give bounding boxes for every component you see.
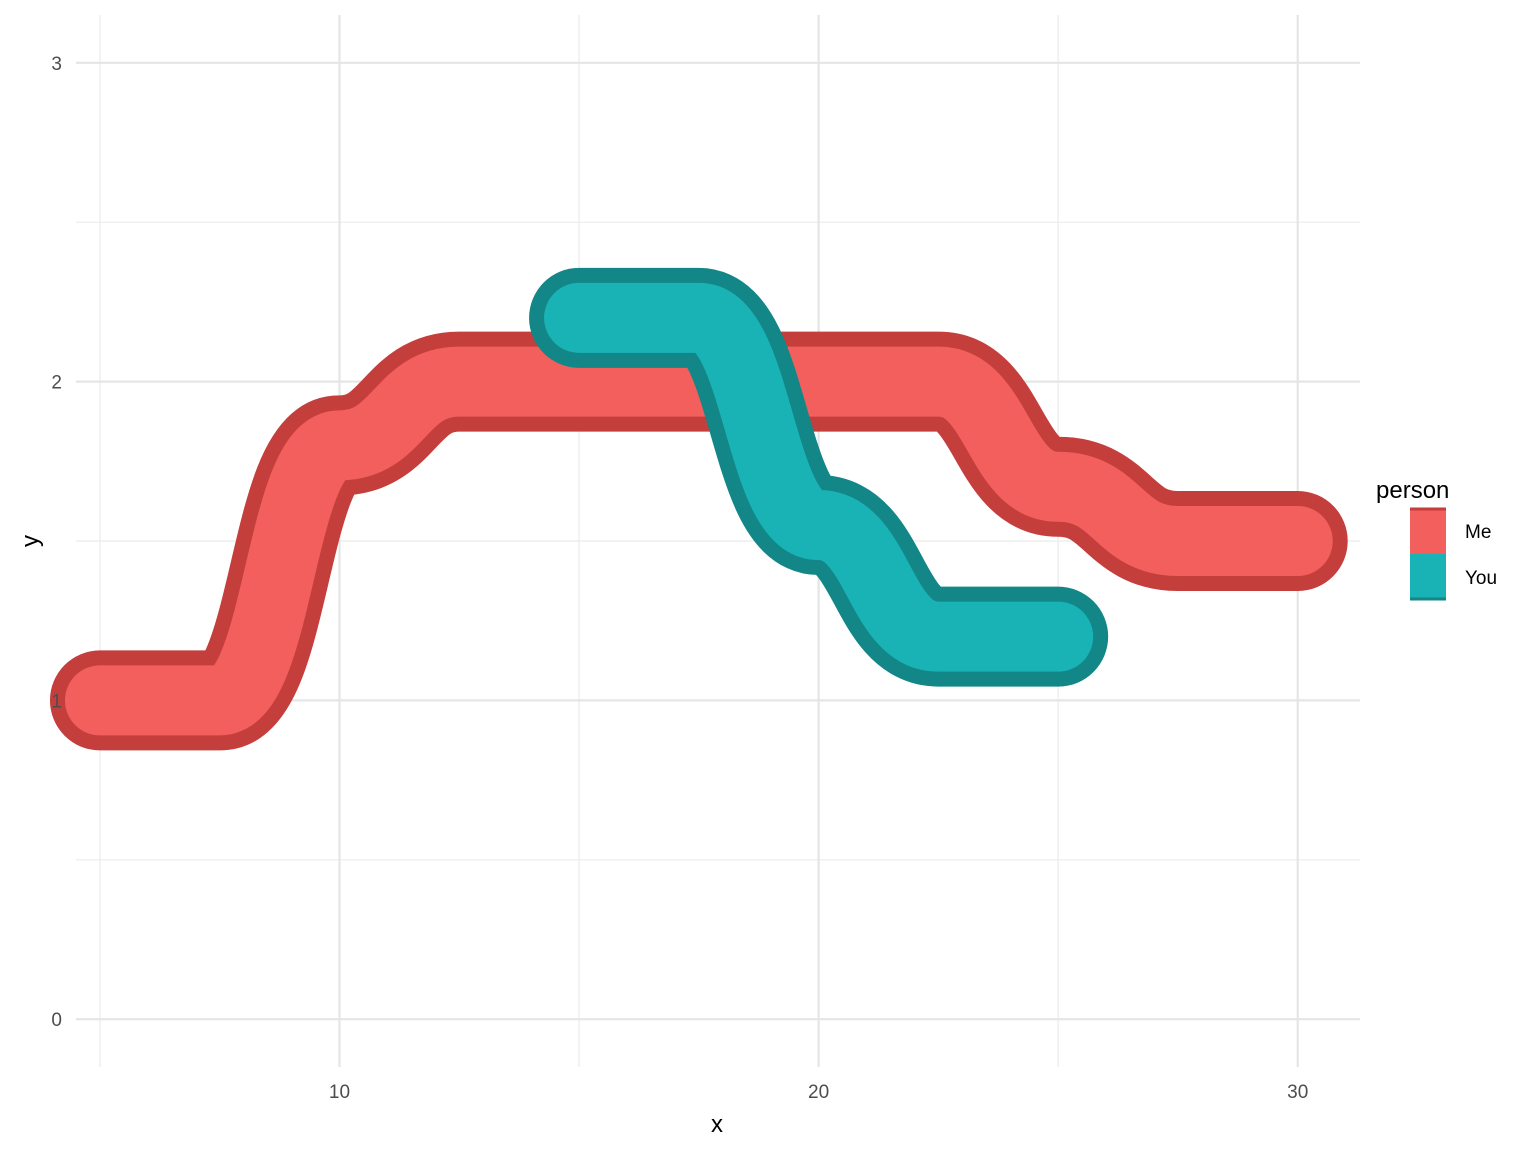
x-tick-label: 30 — [1287, 1082, 1308, 1103]
x-tick-label: 10 — [329, 1082, 350, 1103]
y-axis-title: y — [17, 535, 44, 547]
y-tick-label: 2 — [51, 373, 62, 394]
y-tick-label: 3 — [51, 54, 62, 75]
series-you — [529, 267, 1109, 687]
legend-item-you: You — [1410, 554, 1497, 601]
y-tick-labels: 0 1 2 3 — [51, 54, 62, 1031]
legend-items: Me You — [1410, 507, 1497, 601]
legend-title: person — [1376, 477, 1449, 504]
legend-label-you: You — [1465, 568, 1497, 589]
series-layer — [49, 267, 1348, 751]
legend: person Me You — [1376, 477, 1497, 601]
legend-item-me: Me — [1410, 507, 1491, 554]
legend-key-me — [1410, 508, 1446, 554]
series-me — [49, 331, 1348, 751]
x-axis-title: x — [711, 1111, 723, 1138]
x-tick-labels: 10 20 30 — [329, 1082, 1308, 1103]
legend-key-you — [1410, 554, 1446, 600]
series-me-ribbon — [64, 346, 1333, 736]
y-tick-label: 1 — [51, 691, 62, 712]
y-tick-label: 0 — [51, 1010, 62, 1031]
series-you-ribbon — [544, 282, 1094, 672]
x-tick-label: 20 — [808, 1082, 829, 1103]
legend-label-me: Me — [1465, 522, 1491, 543]
